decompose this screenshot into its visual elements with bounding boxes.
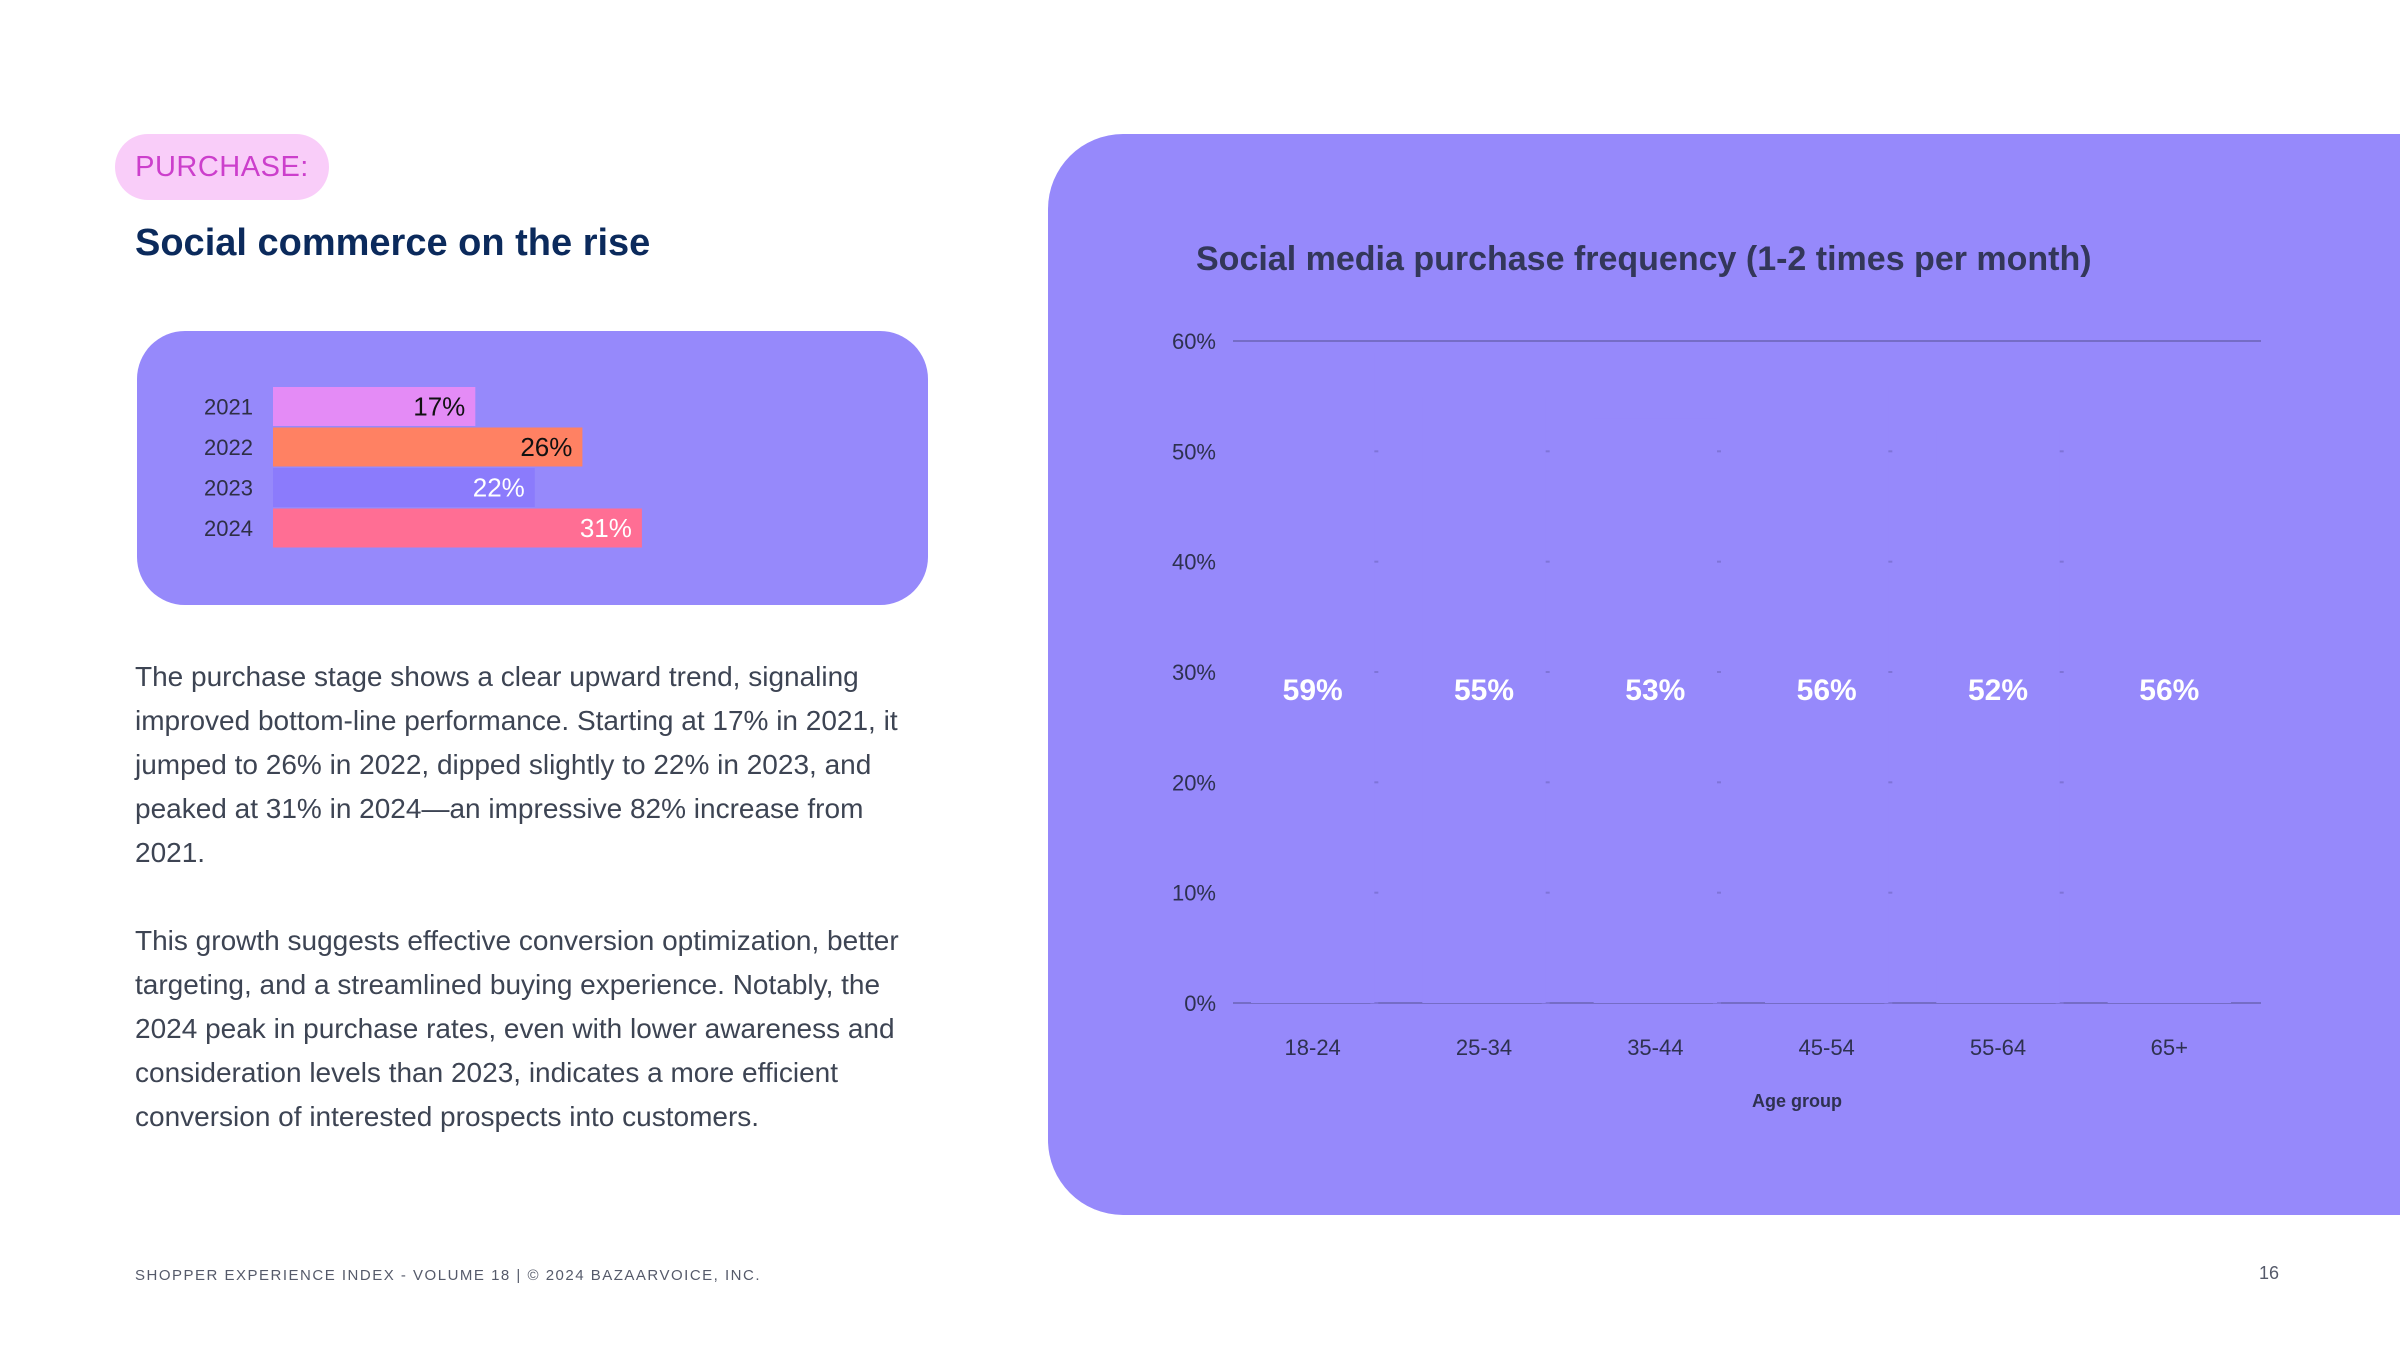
mini-bar-2023 (273, 468, 535, 507)
column-data-label-18-24: 59% (1283, 674, 1343, 707)
y-tick-label: 0% (1184, 991, 1216, 1016)
mini-bar-2022 (273, 427, 583, 467)
y-tick-label: 40% (1172, 550, 1216, 575)
mini-bar-category-2021: 2021 (204, 395, 253, 420)
y-tick-label: 20% (1172, 770, 1216, 795)
y-tick-label: 10% (1172, 881, 1216, 906)
mini-bar-2024 (273, 508, 642, 548)
mini-chart-card: 2021 17% 2022 26% 2023 22% 2024 31% (137, 331, 928, 605)
mini-bar-category-2022: 2022 (204, 435, 253, 460)
column-data-label-65+: 56% (2139, 674, 2199, 707)
page-title: Social commerce on the rise (135, 222, 651, 264)
mini-bar-label-2023: 22% (473, 473, 525, 503)
column-bar-55-64 (1936, 429, 2060, 1003)
chart-title: Social media purchase frequency (1-2 tim… (1196, 240, 2092, 278)
mini-bar-label-2024: 31% (580, 513, 632, 543)
mini-bar-label-2022: 26% (520, 432, 572, 462)
mini-bar-2021 (273, 387, 476, 426)
column-data-label-25-34: 55% (1454, 674, 1514, 707)
x-tick-label-55-64: 55-64 (1970, 1035, 2026, 1060)
x-tick-label-18-24: 18-24 (1285, 1035, 1341, 1060)
x-tick-label-45-54: 45-54 (1799, 1035, 1855, 1060)
column-data-label-45-54: 56% (1797, 674, 1857, 707)
mini-bar-label-2021: 17% (413, 392, 465, 422)
body-paragraph-1: The purchase stage shows a clear upward … (135, 661, 898, 868)
x-tick-label-65+: 65+ (2151, 1035, 2188, 1060)
column-bar-35-44 (1593, 418, 1718, 1003)
x-tick-label-25-34: 25-34 (1456, 1035, 1512, 1060)
mini-bar-category-2024: 2024 (204, 516, 253, 541)
column-bar-18-24 (1250, 352, 1375, 1003)
x-axis-title: Age group (1752, 1091, 1842, 1111)
y-tick-label: 50% (1172, 439, 1216, 464)
y-tick-label: 30% (1172, 660, 1216, 685)
mini-bar-chart: 2021 17% 2022 26% 2023 22% 2024 31% (204, 387, 642, 548)
main-chart-card: Social media purchase frequency (1-2 tim… (1048, 134, 2400, 1215)
column-data-label-35-44: 53% (1625, 674, 1685, 707)
column-bar-45-54 (1764, 385, 1889, 1004)
mini-bar-category-2023: 2023 (204, 476, 253, 501)
column-data-label-55-64: 52% (1968, 674, 2028, 707)
page-number: 16 (2259, 1263, 2280, 1283)
main-bar-chart: 0% 10% 20% 30% 40% 50% 60% 59% 18-24 55% 25-34 53% 3… (1172, 329, 2261, 1111)
x-tick-label-35-44: 35-44 (1627, 1035, 1683, 1060)
section-tag: PURCHASE: (115, 134, 329, 200)
y-tick-label: 60% (1172, 329, 1216, 354)
body-text: The purchase stage shows a clear upward … (135, 655, 935, 1183)
body-paragraph-2: This growth suggests effective conversio… (135, 925, 899, 1132)
column-bar-25-34 (1422, 396, 1546, 1004)
footer-text: SHOPPER EXPERIENCE INDEX - VOLUME 18 | ©… (135, 1267, 761, 1284)
column-bar-65+ (2107, 385, 2232, 1004)
